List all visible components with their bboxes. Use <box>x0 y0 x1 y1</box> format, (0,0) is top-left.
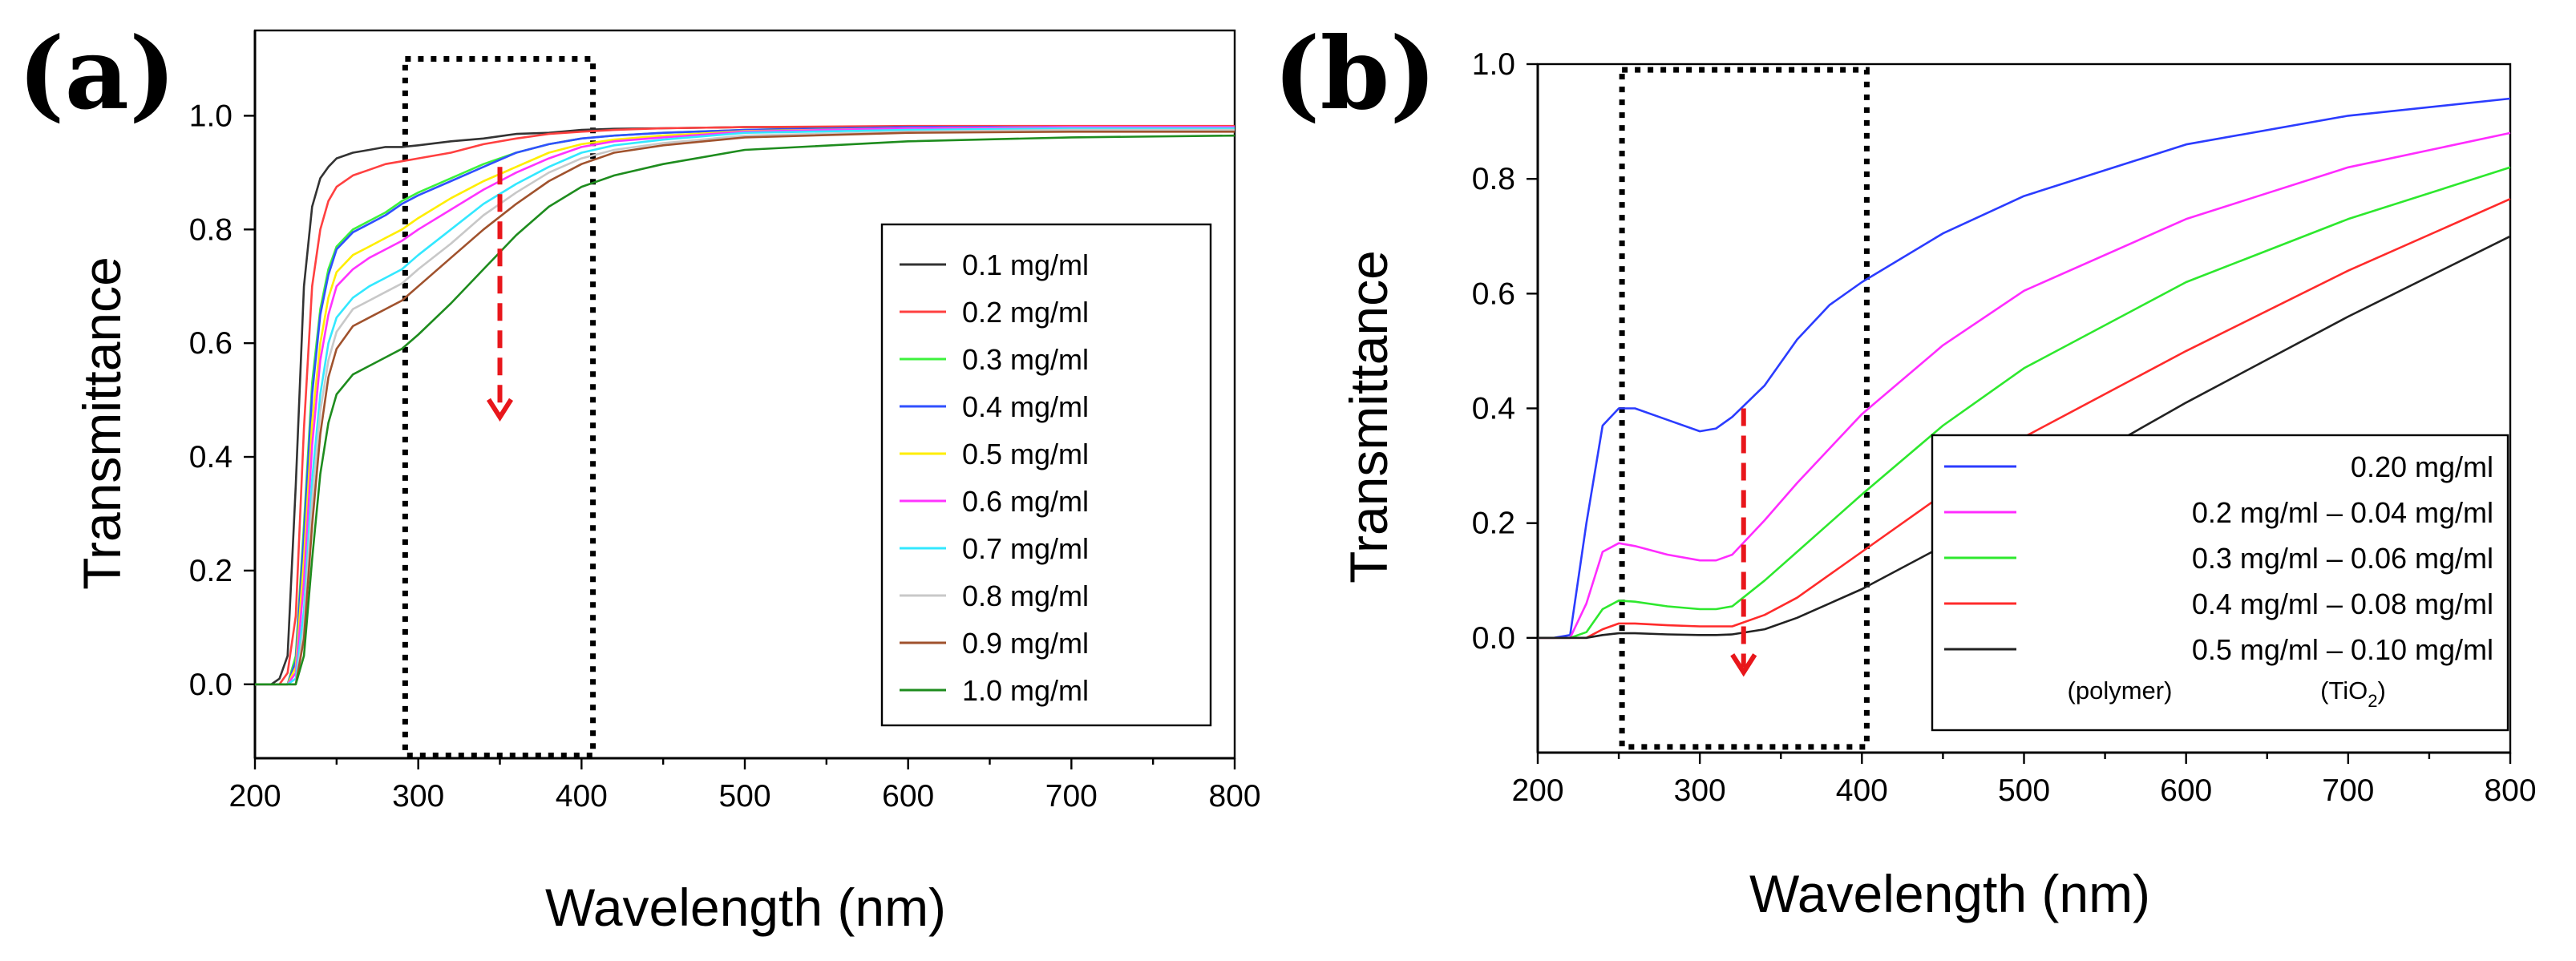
panel-b-x-tick-label: 600 <box>2160 773 2212 808</box>
panel-a-series-group <box>255 124 1235 686</box>
panel-a-series-line-2 <box>255 124 1235 686</box>
panel-a-dotted-region <box>402 55 596 758</box>
panel-b-legend-footnote-tio2: (TiO2) <box>2320 676 2386 711</box>
panel-b-trend-arrow <box>1730 408 1757 677</box>
panel-b-x-tick-label: 700 <box>2322 773 2374 808</box>
panel-b-y-tick-label: 0.0 <box>1472 621 1515 656</box>
tio2-close: ) <box>2378 676 2386 705</box>
panel-b-arrow-head <box>1730 653 1757 677</box>
panel-a-y-tick-label: 0.0 <box>189 668 233 702</box>
panel-a-x-ticks: 200 300 400 500 600 700 800 <box>228 758 1261 814</box>
panel-b-legend-label: 0.2 mg/ml – 0.04 mg/ml <box>2192 496 2493 529</box>
panel-a-y-tick-label: 1.0 <box>189 99 233 133</box>
panel-a-legend-label: 0.2 mg/ml <box>962 296 1089 329</box>
panel-a-x-tick-label: 200 <box>228 779 281 814</box>
tio2-main: (TiO <box>2320 676 2368 705</box>
panel-b-x-tick-label: 500 <box>1998 773 2050 808</box>
panel-a-x-tick-label: 600 <box>882 779 934 814</box>
panel-a-y-axis-title: Transmittance <box>72 256 131 590</box>
panel-a-legend-box <box>880 223 1212 727</box>
panel-a-legend-label: 0.1 mg/ml <box>962 248 1089 281</box>
panel-a-label: (a) <box>18 16 176 132</box>
panel-b-legend-items: 0.20 mg/ml 0.2 mg/ml – 0.04 mg/ml 0.3 mg/m… <box>1944 450 2493 666</box>
panel-a-x-axis-title: Wavelength (nm) <box>545 878 946 937</box>
panel-a-trend-arrow <box>486 167 514 422</box>
panel-b-y-tick-label: 0.6 <box>1472 277 1515 311</box>
panel-b-legend-box <box>1931 434 2509 732</box>
panel-b-x-ticks: 200 300 400 500 600 700 800 <box>1511 753 2537 808</box>
panel-b-legend-label: 0.20 mg/ml <box>2351 450 2493 483</box>
panel-a-x-tick-label: 800 <box>1208 779 1260 814</box>
panel-b-y-tick-label: 0.2 <box>1472 507 1515 541</box>
tio2-subscript: 2 <box>2368 691 2377 711</box>
panel-a-legend-label: 0.9 mg/ml <box>962 627 1089 660</box>
panel-a-series-line-7 <box>255 127 1235 686</box>
panel-b-y-axis-title: Transmittance <box>1339 250 1398 583</box>
panel-b-legend-label: 0.4 mg/ml – 0.08 mg/ml <box>2192 588 2493 620</box>
panel-a-legend-label: 0.5 mg/ml <box>962 438 1089 470</box>
panel-b-x-tick-label: 200 <box>1511 773 1563 808</box>
panel-a-legend-label: 0.4 mg/ml <box>962 390 1089 423</box>
panel-b-y-tick-label: 0.8 <box>1472 162 1515 196</box>
panel-b-x-tick-label: 400 <box>1836 773 1888 808</box>
panel-a-x-tick-label: 500 <box>718 779 770 814</box>
panel-b-label: (b) <box>1273 16 1437 132</box>
panel-a-y-tick-label: 0.4 <box>189 440 233 474</box>
panel-b-x-axis-title: Wavelength (nm) <box>1749 864 2150 923</box>
panel-b-legend-label: 0.5 mg/ml – 0.10 mg/ml <box>2192 633 2493 666</box>
panel-b-series-line-3 <box>1538 166 2511 640</box>
panel-b-legend-label: 0.3 mg/ml – 0.06 mg/ml <box>2192 542 2493 575</box>
panel-b-x-tick-label: 800 <box>2484 773 2536 808</box>
panel-a-highlight-box <box>402 55 596 758</box>
panel-b: (b) 200 300 400 500 600 700 800 0.00.20.40.60.… <box>1273 16 2537 923</box>
panel-a: (a) 200 300 400 500 600 700 800 0.00.20.40.60.… <box>18 16 1261 937</box>
panel-a-legend-label: 0.3 mg/ml <box>962 343 1089 376</box>
panel-a-legend-label: 0.6 mg/ml <box>962 485 1089 518</box>
panel-a-y-tick-label: 0.2 <box>189 554 233 588</box>
panel-a-arrow-head <box>486 398 514 422</box>
panel-a-legend-label: 1.0 mg/ml <box>962 674 1089 707</box>
panel-b-y-tick-label: 0.4 <box>1472 392 1515 426</box>
panel-a-y-ticks: 0.0 0.2 0.4 0.6 0.8 1.0 <box>189 99 255 702</box>
panel-a-y-tick-label: 0.6 <box>189 326 233 361</box>
panel-b-y-ticks: 0.0 0.2 0.4 0.6 0.8 1.0 <box>1472 47 1538 656</box>
panel-a-y-tick-label: 0.8 <box>189 212 233 247</box>
panel-a-x-tick-label: 300 <box>392 779 444 814</box>
panel-b-series-line-2 <box>1538 131 2511 640</box>
panel-a-series-line-6 <box>255 126 1235 686</box>
panel-b-y-tick-label: 1.0 <box>1472 47 1515 82</box>
panel-a-legend: 0.1 mg/ml 0.2 mg/ml 0.3 mg/ml 0.4 mg/ml 0.5 … <box>880 223 1212 727</box>
panel-a-legend-label: 0.8 mg/ml <box>962 579 1089 612</box>
panel-b-legend-footnote-polymer: (polymer) <box>2068 676 2173 705</box>
panel-b-x-tick-label: 300 <box>1674 773 1726 808</box>
panel-a-series-line-10 <box>255 134 1235 686</box>
panel-a-x-tick-label: 700 <box>1045 779 1098 814</box>
panel-a-x-tick-label: 400 <box>556 779 608 814</box>
panel-b-series-line-1 <box>1538 97 2511 640</box>
panel-b-legend: 0.20 mg/ml 0.2 mg/ml – 0.04 mg/ml 0.3 mg/m… <box>1931 434 2509 732</box>
panel-a-legend-label: 0.7 mg/ml <box>962 532 1089 565</box>
panel-a-legend-items: 0.1 mg/ml 0.2 mg/ml 0.3 mg/ml 0.4 mg/ml 0.5 … <box>900 248 1089 707</box>
